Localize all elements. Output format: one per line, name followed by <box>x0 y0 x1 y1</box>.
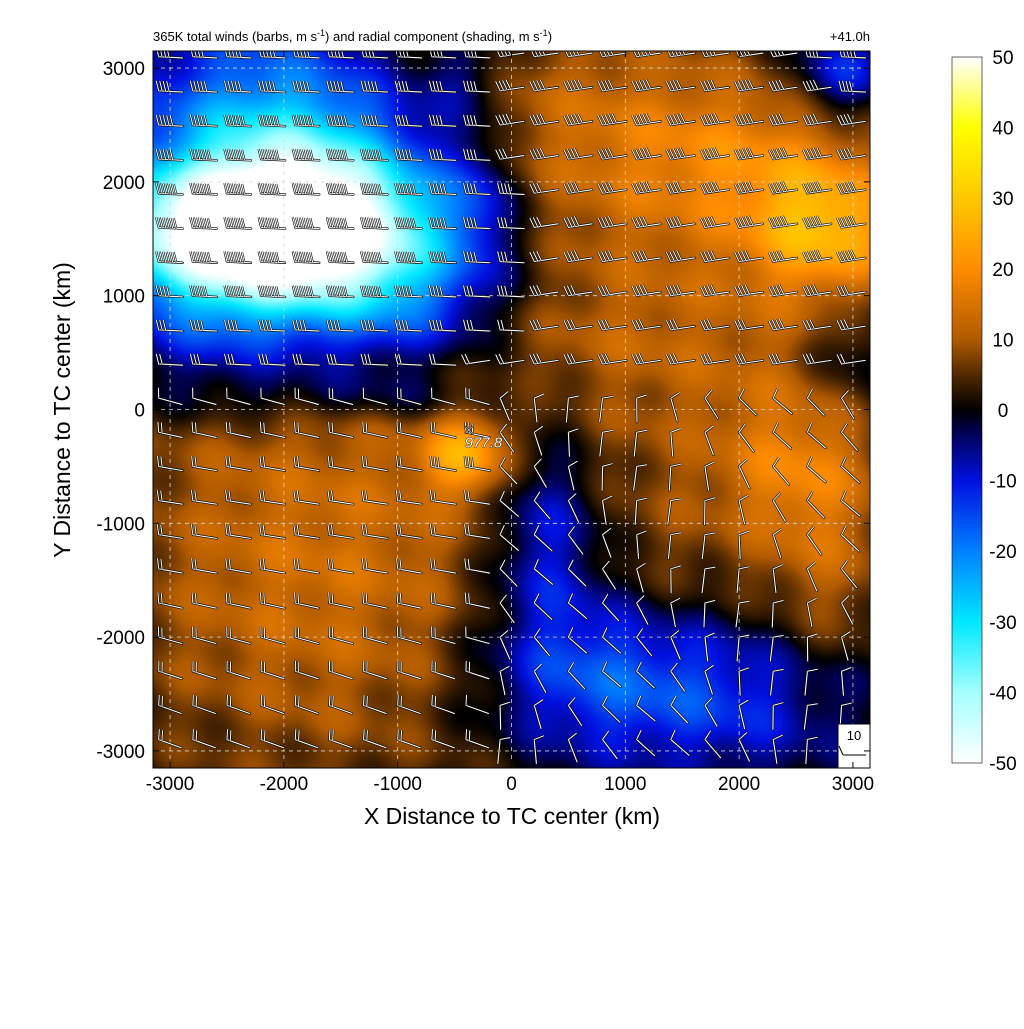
colorbar: 50 40 30 20 10 0 -10 -20 -30 -40 -50 <box>952 48 1017 775</box>
colorbar-tick-label: 20 <box>992 260 1013 281</box>
reference-barb-box: 10 <box>838 724 870 768</box>
x-tick-label: 3000 <box>832 774 874 795</box>
x-axis-label: X Distance to TC center (km) <box>364 803 660 829</box>
colorbar-gradient <box>952 57 982 763</box>
colorbar-tick-label: 10 <box>992 330 1013 351</box>
y-axis-label: Y Distance to TC center (km) <box>49 262 75 558</box>
colorbar-tick-label: 30 <box>992 189 1013 210</box>
x-tick-label: -1000 <box>373 774 422 795</box>
colorbar-ticks: 50 40 30 20 10 0 -10 -20 -30 -40 -50 <box>989 48 1016 775</box>
x-tick-label: -3000 <box>146 774 195 795</box>
x-tick-label: -2000 <box>260 774 309 795</box>
center-pressure-label: 977.8 <box>465 435 503 452</box>
x-tick-label: 1000 <box>604 774 646 795</box>
chart-title: 365K total winds (barbs, m s-1) and radi… <box>153 28 552 44</box>
x-tick-label: 2000 <box>718 774 760 795</box>
reference-barb-label: 10 <box>847 728 861 743</box>
y-tick-label: 2000 <box>103 173 145 194</box>
colorbar-tick-label: -50 <box>989 754 1016 775</box>
colorbar-tick-label: 40 <box>992 119 1013 140</box>
forecast-time-label: +41.0h <box>830 29 870 44</box>
y-tick-label: 1000 <box>103 287 145 308</box>
colorbar-tick-label: -10 <box>989 472 1016 493</box>
colorbar-tick-label: -30 <box>989 613 1016 634</box>
y-tick-label: -1000 <box>96 514 145 535</box>
colorbar-tick-label: 50 <box>992 48 1013 69</box>
colorbar-tick-label: -20 <box>989 542 1016 563</box>
colorbar-tick-label: -40 <box>989 683 1016 704</box>
y-tick-label: -3000 <box>96 742 145 763</box>
y-tick-label: 3000 <box>103 59 145 80</box>
colorbar-tick-label: 0 <box>998 401 1009 422</box>
y-tick-label: 0 <box>134 401 145 422</box>
plot-area: × 977.8 10 <box>153 45 870 768</box>
x-tick-label: 0 <box>506 774 517 795</box>
y-tick-label: -2000 <box>96 628 145 649</box>
